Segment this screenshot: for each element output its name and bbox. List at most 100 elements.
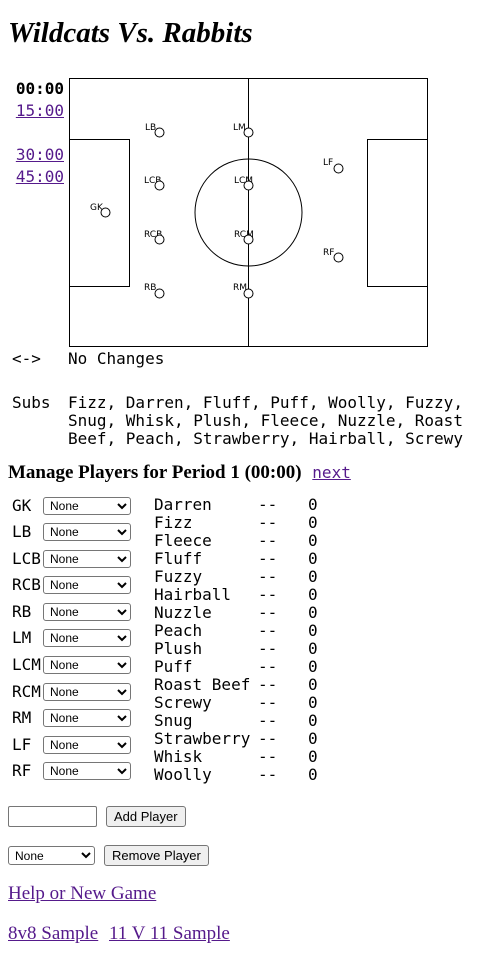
player-stat-dash: --: [258, 495, 278, 514]
player-stat-value: 0: [308, 765, 318, 784]
player-marker-lb: [154, 127, 165, 138]
player-marker-lf: [333, 163, 344, 174]
position-label: GK: [12, 496, 32, 515]
soccer-field: GK LB LCB RCB RB LM LCM RCM RM LF RF: [69, 78, 428, 347]
position-row-lb: LB None: [12, 522, 131, 542]
player-marker-lcb: [154, 180, 165, 191]
player-stat-name: Woolly: [154, 765, 212, 784]
left-penalty-box: [69, 139, 130, 287]
player-stat-name: Fuzzy: [154, 567, 203, 586]
player-stat-dash: --: [258, 693, 278, 712]
player-stat-name: Roast Beef: [154, 675, 251, 694]
player-stat-name: Peach: [154, 621, 203, 640]
position-select-lb[interactable]: None: [43, 523, 131, 541]
player-stat-dash: --: [258, 549, 278, 568]
player-stat-name: Plush: [154, 639, 203, 658]
player-stat-dash: --: [258, 765, 278, 784]
player-name-input[interactable]: [8, 806, 97, 827]
sample-11v11-link[interactable]: 11 V 11 Sample: [109, 923, 230, 944]
time-link-45[interactable]: 45:00: [15, 167, 64, 186]
player-stat-value: 0: [308, 621, 318, 640]
player-stat-value: 0: [308, 711, 318, 730]
position-select-rcm[interactable]: None: [43, 683, 131, 701]
player-stat-value: 0: [308, 549, 318, 568]
player-stat-value: 0: [308, 567, 318, 586]
player-stat-dash: --: [258, 747, 278, 766]
time-link-30[interactable]: 30:00: [15, 145, 64, 164]
player-stat-row: Plush -- 0: [154, 640, 318, 658]
position-select-lcb[interactable]: None: [43, 550, 131, 568]
player-stat-row: Whisk -- 0: [154, 748, 318, 766]
add-player-row: Add Player: [8, 806, 186, 827]
position-label-lcm: LCM: [234, 176, 253, 186]
position-label: RF: [12, 761, 32, 780]
player-stat-name: Fizz: [154, 513, 193, 532]
position-row-lf: LF None: [12, 735, 131, 755]
player-stat-row: Screwy -- 0: [154, 694, 318, 712]
position-select-gk[interactable]: None: [43, 497, 131, 515]
player-stat-row: Roast Beef -- 0: [154, 676, 318, 694]
position-row-lm: LM None: [12, 628, 131, 648]
player-stat-name: Fluff: [154, 549, 203, 568]
player-markers: GK LB LCB RCB RB LM LCM RCM RM LF RF: [90, 123, 344, 299]
position-select-rm[interactable]: None: [43, 709, 131, 727]
changes-arrow: <->: [12, 349, 41, 368]
player-stat-dash: --: [258, 603, 278, 622]
position-row-rf: RF None: [12, 761, 131, 781]
player-stat-dash: --: [258, 585, 278, 604]
player-stat-dash: --: [258, 621, 278, 640]
player-stat-value: 0: [308, 495, 318, 514]
player-stat-row: Snug -- 0: [154, 712, 318, 730]
position-select-rcb[interactable]: None: [43, 576, 131, 594]
sample-8v8-link[interactable]: 8v8 Sample: [8, 923, 99, 944]
period-times: 00:00 15:00 30:00 45:00: [12, 78, 64, 188]
player-stat-value: 0: [308, 747, 318, 766]
position-label-rm: RM: [233, 283, 247, 293]
position-label: LM: [12, 628, 32, 647]
player-marker-gk: [100, 207, 111, 218]
player-stat-value: 0: [308, 603, 318, 622]
page-title: Wildcats Vs. Rabbits: [8, 17, 253, 49]
position-select-rf[interactable]: None: [43, 762, 131, 780]
player-stat-name: Fleece: [154, 531, 212, 550]
player-stat-row: Fizz -- 0: [154, 514, 318, 532]
subs-label: Subs: [12, 393, 51, 412]
position-row-rcm: RCM None: [12, 682, 131, 702]
remove-player-button[interactable]: Remove Player: [104, 845, 209, 866]
position-label-rb: RB: [144, 283, 156, 293]
position-select-lcm[interactable]: None: [43, 656, 131, 674]
player-stat-dash: --: [258, 675, 278, 694]
position-label: LCM: [12, 655, 41, 674]
manage-heading: Manage Players for Period 1 (00:00) next: [8, 462, 351, 484]
time-link-15[interactable]: 15:00: [15, 101, 64, 120]
help-new-game-link[interactable]: Help or New Game: [8, 883, 157, 904]
player-stat-row: Hairball -- 0: [154, 586, 318, 604]
player-stat-value: 0: [308, 513, 318, 532]
position-select-lm[interactable]: None: [43, 629, 131, 647]
player-stat-row: Fuzzy -- 0: [154, 568, 318, 586]
right-penalty-box: [367, 139, 428, 287]
player-marker-rcm: [243, 234, 254, 245]
player-stat-value: 0: [308, 585, 318, 604]
remove-player-row: None Remove Player: [8, 845, 209, 866]
player-stat-name: Nuzzle: [154, 603, 212, 622]
position-label-lcb: LCB: [144, 176, 161, 186]
changes-text: No Changes: [68, 349, 165, 368]
position-row-lcm: LCM None: [12, 655, 131, 675]
player-stat-dash: --: [258, 657, 278, 676]
player-stat-name: Hairball: [154, 585, 232, 604]
position-label: LF: [12, 735, 32, 754]
remove-player-select[interactable]: None: [8, 846, 95, 865]
player-stat-name: Darren: [154, 495, 212, 514]
player-stats-list: Darren -- 0 Fizz -- 0 Fleece -- 0 Fluff -- 0 Fuzzy --…: [154, 496, 318, 784]
position-row-lcb: LCB None: [12, 549, 131, 569]
position-label-rcb: RCB: [144, 230, 162, 240]
position-label-lf: LF: [323, 158, 333, 168]
manage-heading-text: Manage Players for Period 1 (00:00): [8, 462, 302, 483]
player-stat-value: 0: [308, 693, 318, 712]
next-link[interactable]: next: [312, 463, 351, 482]
position-select-lf[interactable]: None: [43, 736, 131, 754]
position-label-rcm: RCM: [234, 230, 254, 240]
add-player-button[interactable]: Add Player: [106, 806, 186, 827]
position-select-rb[interactable]: None: [43, 603, 131, 621]
